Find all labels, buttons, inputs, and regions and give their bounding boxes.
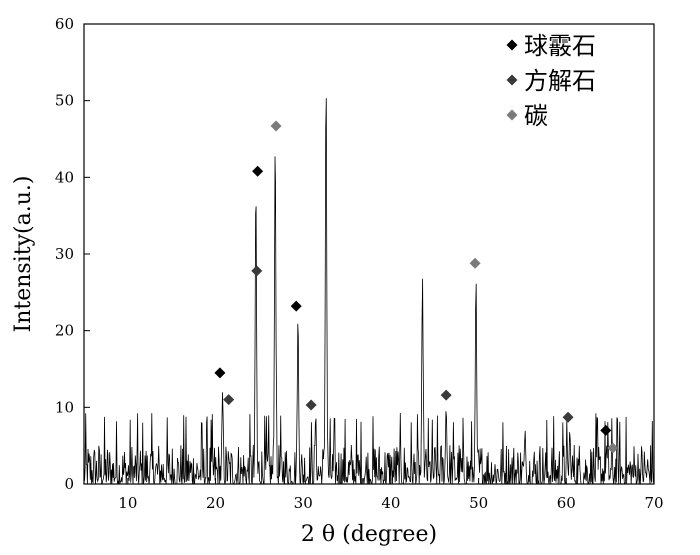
marker-series-1 [440, 389, 452, 401]
y-tick-label: 60 [55, 15, 74, 33]
marker-series-1 [223, 394, 235, 406]
legend-label-2: 碳 [524, 102, 548, 130]
xrd-line [83, 98, 655, 486]
marker-series-0 [214, 367, 226, 379]
diffraction-trace [83, 98, 655, 486]
y-tick-label: 50 [55, 92, 74, 110]
marker-series-2 [469, 257, 481, 269]
x-tick-label: 70 [644, 494, 663, 512]
x-tick-label: 30 [294, 494, 313, 512]
x-tick-label: 40 [381, 494, 400, 512]
x-tick-label: 50 [469, 494, 488, 512]
y-tick-label: 40 [55, 168, 74, 186]
y-tick-label: 10 [55, 398, 74, 416]
x-tick-label: 60 [557, 494, 576, 512]
y-tick-label: 0 [64, 475, 74, 493]
legend-label-0: 球霰石 [524, 32, 596, 60]
marker-series-0 [252, 165, 264, 177]
marker-series-1 [251, 265, 263, 277]
marker-series-2 [607, 442, 619, 454]
marker-series-0 [290, 300, 302, 312]
legend-marker-1 [506, 74, 518, 86]
marker-series-0 [600, 424, 612, 436]
y-tick-label: 20 [55, 322, 74, 340]
y-axis-title: Intensity(a.u.) [11, 176, 36, 333]
x-axis-title: 2 θ (degree) [301, 522, 437, 547]
y-tick-label: 30 [55, 245, 74, 263]
phase-markers [214, 120, 619, 454]
x-tick-label: 20 [206, 494, 225, 512]
marker-series-2 [270, 120, 282, 132]
marker-series-1 [305, 399, 317, 411]
legend-marker-0 [506, 39, 518, 51]
legend-marker-2 [506, 109, 518, 121]
legend-label-1: 方解石 [524, 67, 596, 95]
x-tick-label: 10 [118, 494, 137, 512]
axis-ticks: 10 20 30 40 50 60 70 0 10 20 30 40 50 60 [55, 15, 664, 512]
marker-series-1 [562, 411, 574, 423]
